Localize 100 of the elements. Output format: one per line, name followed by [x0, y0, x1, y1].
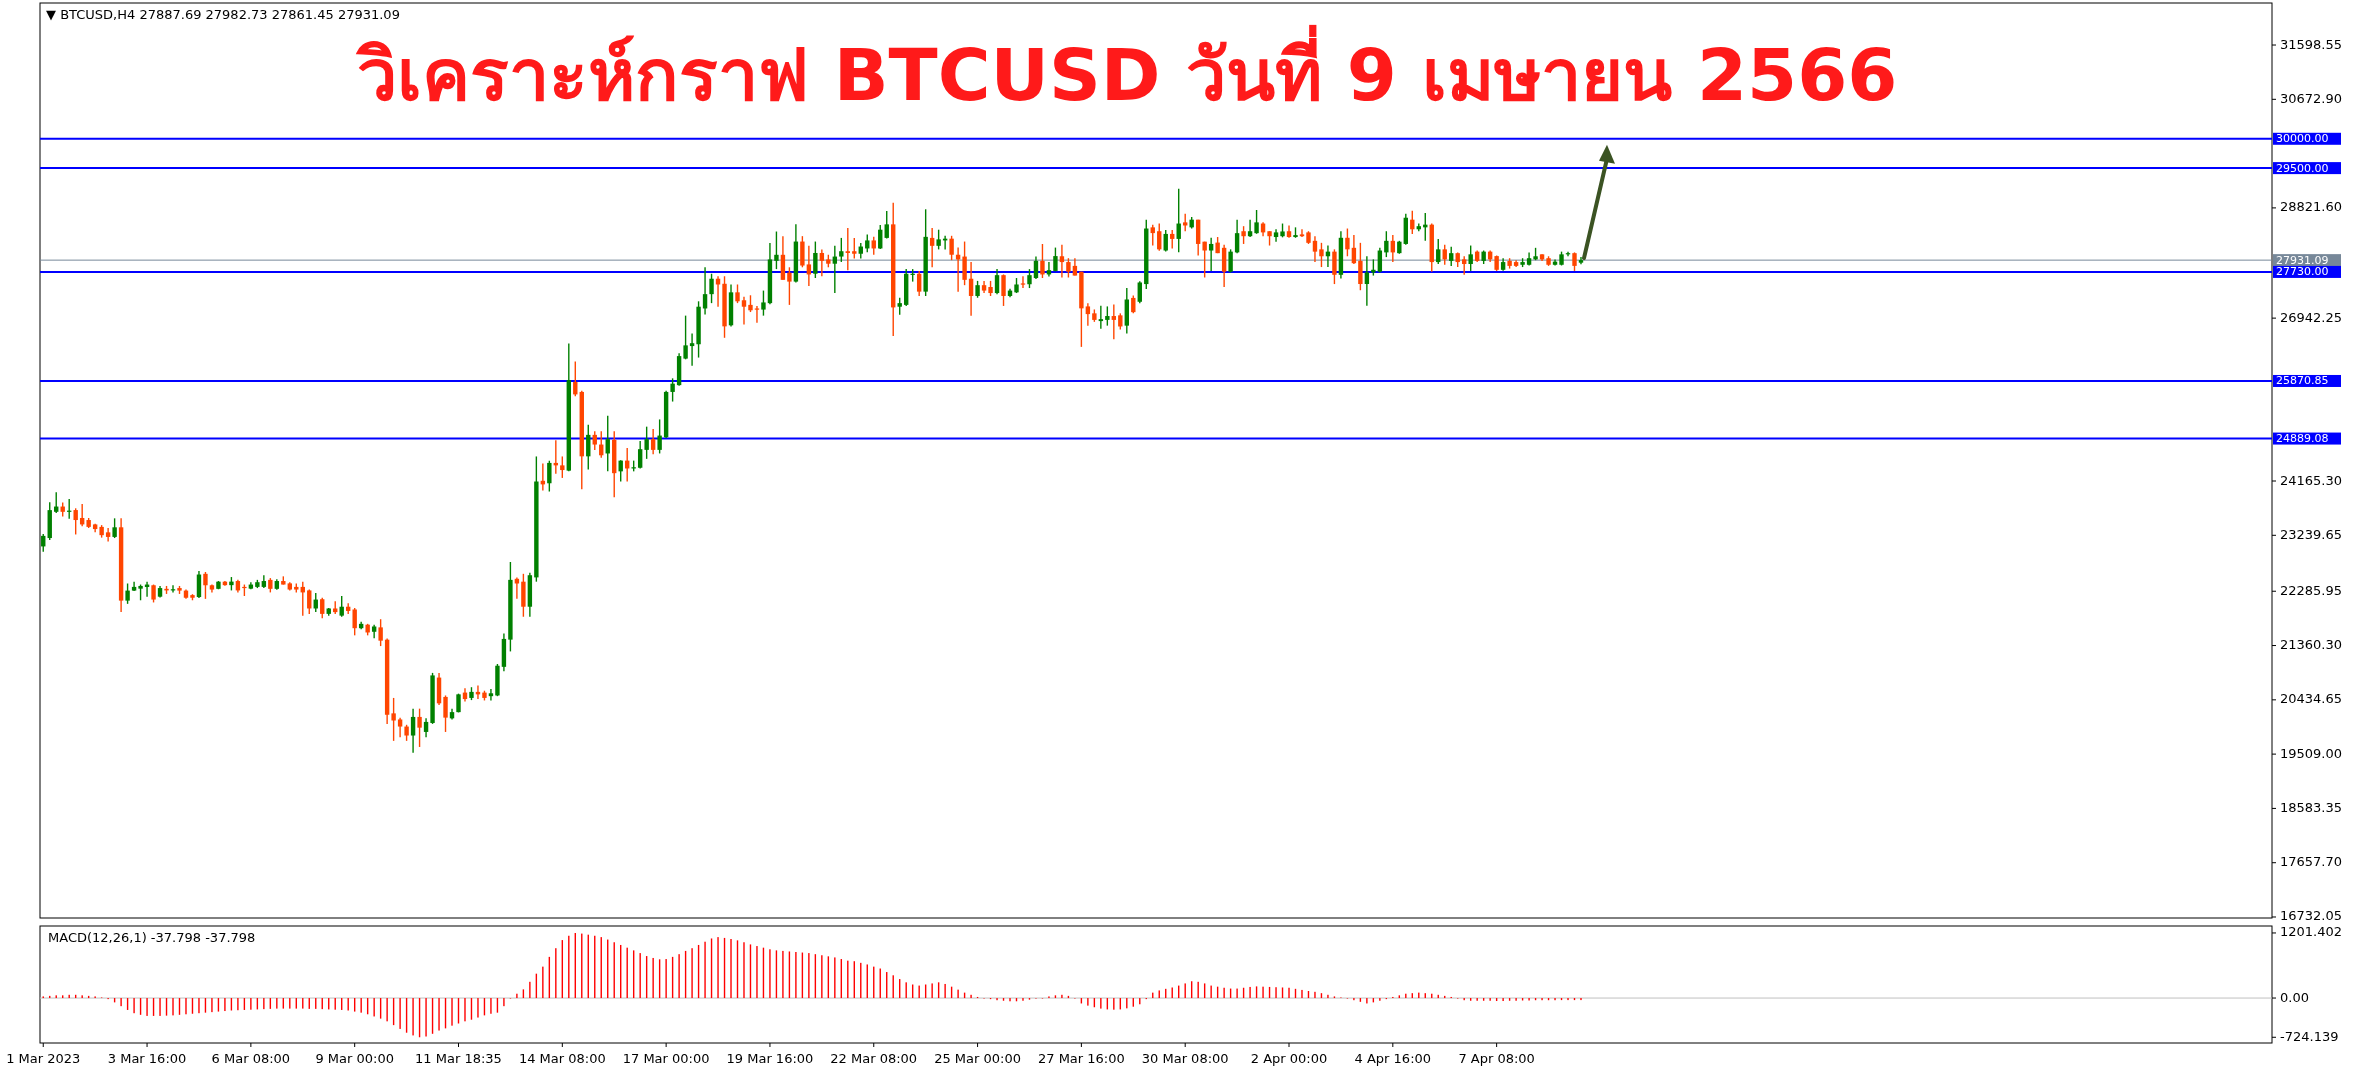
candlestick: [1358, 242, 1363, 291]
candlestick: [1572, 251, 1577, 272]
candlestick: [1157, 222, 1162, 252]
candlestick: [560, 455, 565, 479]
x-tick-label: 22 Mar 08:00: [830, 1051, 918, 1066]
candlestick: [832, 245, 838, 294]
candlestick: [1137, 280, 1142, 305]
x-tick-label: 4 Apr 16:00: [1354, 1051, 1432, 1066]
candlestick: [1449, 245, 1454, 267]
ref-line-label: 30000.00: [2276, 132, 2329, 146]
y-tick-label: 30672.90: [2280, 90, 2343, 106]
text: วิเคราะห์กราฟ BTCUSD วันที่ 9 เมษายน 2566: [354, 24, 1898, 117]
candlestick: [852, 237, 857, 260]
candlestick: [1001, 273, 1006, 307]
candlestick: [1027, 268, 1032, 289]
candlestick: [1468, 244, 1473, 272]
annotation: ▼ BTCUSD,H4 27887.69 27982.73 27861.45 27931.09: [46, 7, 400, 22]
candlestick: [391, 697, 396, 742]
candlestick: [689, 332, 695, 367]
chart-title: MACD(12,26,1) -37.798 -37.798: [48, 930, 256, 945]
candlestick: [488, 688, 494, 702]
candlestick: [592, 430, 597, 451]
candlestick: [105, 527, 111, 543]
candlestick: [1247, 218, 1253, 238]
candlestick: [813, 240, 818, 279]
y-tick-label: 22285.95: [2280, 582, 2343, 598]
x-tick-label: 6 Mar 08:00: [211, 1051, 291, 1066]
candlestick: [1221, 244, 1227, 288]
candlestick: [1442, 244, 1447, 266]
candlestick: [787, 266, 792, 306]
candlestick: [1066, 257, 1071, 279]
candlestick: [203, 571, 208, 600]
candlestick: [819, 248, 825, 277]
candlestick: [657, 418, 662, 455]
ref-line-label: 25870.85: [2276, 374, 2329, 388]
candlestick: [1111, 303, 1117, 340]
candlestick: [683, 314, 688, 361]
candlestick: [125, 582, 130, 605]
x-tick-label: 19 Mar 16:00: [726, 1051, 814, 1066]
y-tick-label: 0.00: [2280, 989, 2309, 1005]
candlestick: [650, 428, 656, 455]
y-tick-label: 19509.00: [2280, 745, 2343, 761]
ref-line-label: 29500.00: [2276, 161, 2329, 175]
x-tick-label: 1 Mar 2023: [6, 1051, 81, 1066]
candlestick: [774, 230, 779, 270]
candlestick: [378, 618, 383, 647]
x-tick-label: 9 Mar 00:00: [315, 1051, 394, 1066]
y-tick-label: 24165.30: [2280, 472, 2343, 488]
candlestick: [1312, 235, 1318, 263]
candlestick: [845, 227, 850, 271]
x-tick-label: 14 Mar 08:00: [518, 1051, 606, 1066]
candlestick: [307, 588, 312, 615]
y-tick-label: 17657.70: [2280, 854, 2343, 870]
candlestick: [839, 237, 844, 263]
candlestick: [962, 240, 967, 286]
x-tick-label: 3 Mar 16:00: [107, 1051, 187, 1066]
y-tick-label: 20434.65: [2280, 691, 2343, 707]
candlestick: [547, 460, 552, 493]
candlestick: [320, 597, 325, 619]
candlestick: [806, 245, 812, 287]
candlestick: [994, 268, 1000, 295]
candlestick: [1020, 275, 1026, 289]
y-tick-label: 31598.55: [2280, 36, 2343, 52]
candlestick: [644, 425, 649, 460]
candlestick: [339, 595, 344, 618]
candlestick: [1384, 230, 1389, 258]
candlestick: [741, 295, 747, 326]
candlestick: [800, 235, 805, 268]
candlestick: [637, 440, 643, 470]
ref-line-label: 27730.00: [2276, 265, 2329, 279]
candlestick: [1462, 255, 1467, 276]
candlestick: [1105, 305, 1110, 327]
x-tick-label: 17 Mar 00:00: [622, 1051, 710, 1066]
candlestick: [1332, 248, 1337, 285]
candlestick: [397, 717, 403, 739]
ref-line-label: 24889.08: [2276, 432, 2329, 446]
candlestick: [417, 707, 422, 748]
candlestick: [761, 289, 766, 317]
y-tick-label: 18583.35: [2280, 799, 2343, 815]
y-tick-label: 23239.65: [2280, 526, 2343, 542]
candlestick: [1202, 240, 1207, 279]
x-tick-label: 11 Mar 18:35: [415, 1051, 502, 1066]
candlestick: [949, 235, 954, 261]
x-tick-label: 30 Mar 08:00: [1141, 1051, 1229, 1066]
candlestick: [443, 694, 448, 733]
candlestick: [670, 377, 675, 403]
candlestick: [1254, 209, 1259, 235]
candlestick: [929, 227, 935, 268]
candlestick: [352, 607, 357, 637]
candlestick: [1059, 244, 1065, 279]
candlestick: [1170, 229, 1175, 250]
x-tick-label: 7 Apr 08:00: [1458, 1051, 1535, 1066]
candlestick: [1436, 238, 1441, 265]
candlestick: [735, 283, 740, 304]
candlestick: [1345, 227, 1350, 257]
candlestick: [1319, 242, 1324, 268]
x-tick-label: 27 Mar 16:00: [1037, 1051, 1125, 1066]
ref-line-label: 27931.09: [2276, 253, 2329, 267]
candlestick: [884, 210, 889, 240]
candlestick: [1040, 243, 1045, 279]
